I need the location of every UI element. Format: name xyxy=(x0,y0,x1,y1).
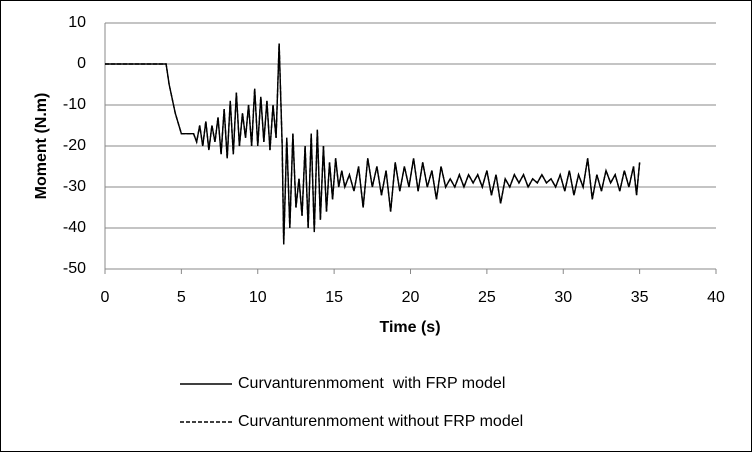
y-tick-label: -20 xyxy=(63,137,86,154)
x-tick-label: 0 xyxy=(101,289,110,306)
y-axis-title: Moment (N.m) xyxy=(33,93,50,200)
x-tick-label: 5 xyxy=(177,289,186,306)
legend-label: Curvanturenmoment with FRP model xyxy=(238,375,505,392)
y-tick-label: 0 xyxy=(77,55,86,72)
y-tick-label: -50 xyxy=(63,260,86,277)
x-tick-label: 15 xyxy=(325,289,343,306)
x-tick-label: 35 xyxy=(631,289,649,306)
x-tick-label: 10 xyxy=(249,289,267,306)
y-tick-label: -10 xyxy=(63,96,86,113)
legend-label: Curvanturenmoment without FRP model xyxy=(238,413,523,430)
y-tick-label: -30 xyxy=(63,178,86,195)
x-tick-label: 20 xyxy=(402,289,420,306)
y-tick-label: -40 xyxy=(63,219,86,236)
x-tick-label: 30 xyxy=(554,289,572,306)
x-tick-label: 25 xyxy=(478,289,496,306)
y-tick-label: 10 xyxy=(68,14,86,31)
series-line xyxy=(105,43,641,245)
x-tick-label: 40 xyxy=(707,289,725,306)
x-axis-title: Time (s) xyxy=(379,319,440,336)
